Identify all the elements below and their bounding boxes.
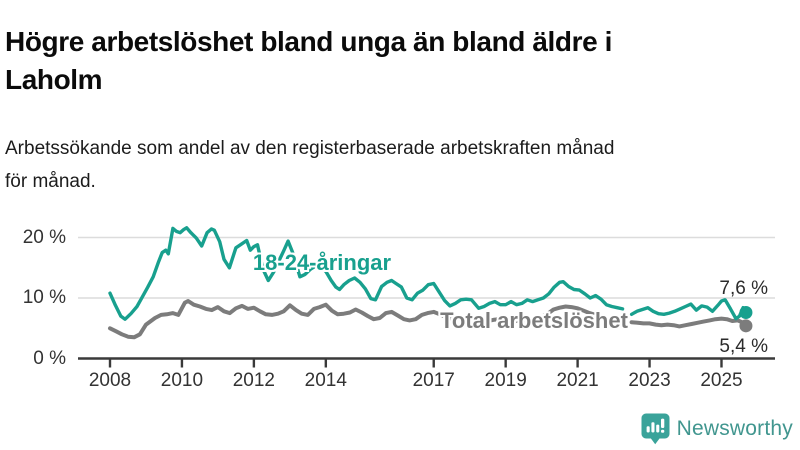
x-tick-label-2014: 2014 (304, 370, 347, 391)
end-value-label-youth: 7,6 % (719, 278, 768, 299)
title-line-2: Laholm (5, 63, 103, 95)
series-end-dot-total (739, 319, 753, 333)
y-tick-label-10: 10 % (22, 287, 66, 308)
newsworthy-logo[interactable]: Newsworthy (641, 413, 793, 445)
x-tick-label-2025: 2025 (700, 370, 743, 391)
x-tick-label-2017: 2017 (412, 370, 455, 391)
series-label-youth: 18-24-åringar (252, 250, 392, 275)
end-value-label-total: 5,4 % (719, 336, 768, 357)
series-line-youth-segment-1 (108, 226, 625, 321)
series-line-total-segment-2 (629, 316, 748, 329)
x-tick-label-2008: 2008 (88, 370, 132, 391)
subtitle-line-2: för månad. (5, 171, 96, 192)
x-tick-label-2010: 2010 (160, 370, 204, 391)
newsworthy-logo-text: Newsworthy (676, 417, 793, 440)
x-tick-label-2023: 2023 (628, 370, 671, 391)
y-tick-label-20: 20 % (22, 226, 66, 248)
chart-subtitle: Arbetssökande som andel av den registerb… (5, 132, 785, 198)
series-label-total: Total arbetslöshet (440, 308, 628, 333)
series-line-total-segment-1 (108, 299, 626, 340)
x-tick-label-2021: 2021 (556, 370, 599, 391)
page-title: Högre arbetslöshet bland unga än bland ä… (5, 23, 765, 99)
y-tick-label-0: 0 % (33, 347, 66, 369)
series-end-dot-youth (739, 306, 753, 320)
x-tick-label-2012: 2012 (232, 370, 276, 391)
bar-chart-speech-bubble-icon (641, 413, 670, 445)
series-line-youth-segment-2 (629, 298, 748, 321)
title-line-1: Högre arbetslöshet bland unga än bland ä… (5, 25, 613, 57)
subtitle-line-1: Arbetssökande som andel av den registerb… (5, 138, 615, 159)
x-tick-label-2019: 2019 (484, 370, 527, 391)
